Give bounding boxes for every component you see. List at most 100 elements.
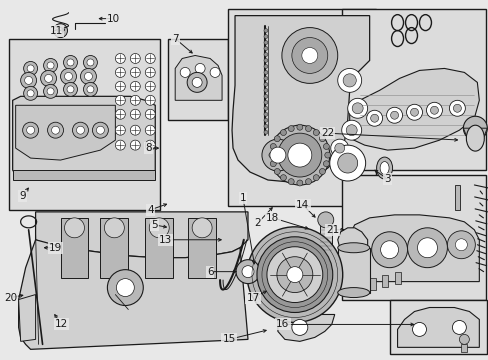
Circle shape (346, 125, 356, 136)
Circle shape (264, 35, 267, 39)
Circle shape (256, 237, 332, 312)
Circle shape (317, 212, 333, 228)
Circle shape (313, 130, 319, 135)
Circle shape (264, 58, 267, 62)
Bar (357, 270, 363, 282)
Circle shape (51, 126, 60, 134)
Circle shape (319, 136, 325, 142)
Circle shape (264, 53, 267, 57)
Circle shape (187, 72, 207, 92)
Circle shape (280, 130, 286, 135)
Circle shape (27, 90, 34, 97)
Circle shape (53, 24, 67, 37)
Circle shape (370, 114, 378, 122)
Bar (461, 345, 467, 352)
Circle shape (130, 54, 140, 63)
Bar (168, 39, 227, 120)
Polygon shape (19, 240, 247, 349)
Circle shape (264, 64, 267, 68)
Text: 10: 10 (106, 14, 120, 24)
Circle shape (130, 140, 140, 150)
Circle shape (64, 72, 72, 80)
Circle shape (337, 68, 361, 92)
Text: 9: 9 (20, 191, 26, 201)
Circle shape (20, 72, 37, 88)
Circle shape (334, 143, 344, 153)
Circle shape (210, 67, 220, 77)
Circle shape (192, 218, 212, 238)
Circle shape (76, 126, 84, 134)
Circle shape (264, 28, 267, 32)
Text: 6: 6 (206, 267, 213, 276)
Circle shape (270, 161, 276, 167)
Circle shape (269, 125, 329, 185)
Circle shape (452, 104, 461, 112)
Circle shape (83, 55, 97, 69)
Circle shape (63, 82, 77, 96)
Circle shape (319, 168, 325, 175)
Circle shape (264, 112, 267, 116)
Circle shape (61, 68, 76, 84)
Bar (337, 248, 369, 293)
Polygon shape (13, 96, 155, 175)
Circle shape (63, 55, 77, 69)
Circle shape (417, 238, 437, 258)
Circle shape (130, 81, 140, 91)
Circle shape (371, 232, 407, 268)
Circle shape (145, 140, 155, 150)
Circle shape (96, 126, 104, 134)
Circle shape (351, 103, 363, 114)
Circle shape (47, 88, 54, 95)
Circle shape (47, 62, 54, 69)
Circle shape (26, 126, 35, 134)
Circle shape (145, 109, 155, 119)
Circle shape (276, 257, 312, 293)
Circle shape (287, 143, 311, 167)
Circle shape (268, 152, 274, 158)
Circle shape (301, 48, 317, 63)
Circle shape (264, 88, 267, 92)
Circle shape (410, 108, 418, 116)
Circle shape (305, 126, 311, 131)
Circle shape (407, 228, 447, 268)
Circle shape (366, 110, 382, 126)
Circle shape (262, 139, 293, 171)
Ellipse shape (376, 157, 392, 179)
Text: 7: 7 (172, 33, 178, 44)
Circle shape (386, 107, 402, 123)
Bar (341, 9, 486, 170)
Bar (9, 39, 160, 210)
Circle shape (115, 95, 125, 105)
Text: 5: 5 (151, 220, 157, 230)
Polygon shape (349, 215, 478, 282)
Text: 21: 21 (325, 225, 339, 235)
Circle shape (463, 116, 487, 140)
Circle shape (264, 94, 267, 98)
Circle shape (287, 179, 294, 185)
Circle shape (287, 126, 294, 131)
Circle shape (115, 67, 125, 77)
Text: 14: 14 (296, 200, 309, 210)
Circle shape (130, 125, 140, 135)
Bar (369, 278, 375, 289)
Circle shape (406, 104, 422, 120)
Circle shape (43, 58, 58, 72)
Circle shape (330, 139, 348, 157)
Circle shape (458, 334, 468, 345)
Text: 13: 13 (158, 235, 171, 245)
Bar (341, 175, 486, 300)
Circle shape (236, 260, 260, 284)
Bar (145, 218, 173, 278)
Circle shape (266, 247, 322, 302)
Circle shape (145, 125, 155, 135)
Circle shape (149, 218, 169, 238)
Circle shape (343, 74, 356, 87)
Circle shape (323, 161, 329, 167)
Polygon shape (175, 55, 222, 100)
Polygon shape (36, 212, 247, 258)
Circle shape (329, 145, 365, 181)
Circle shape (264, 76, 267, 80)
Circle shape (264, 124, 267, 128)
Circle shape (390, 111, 398, 119)
Circle shape (180, 67, 190, 77)
